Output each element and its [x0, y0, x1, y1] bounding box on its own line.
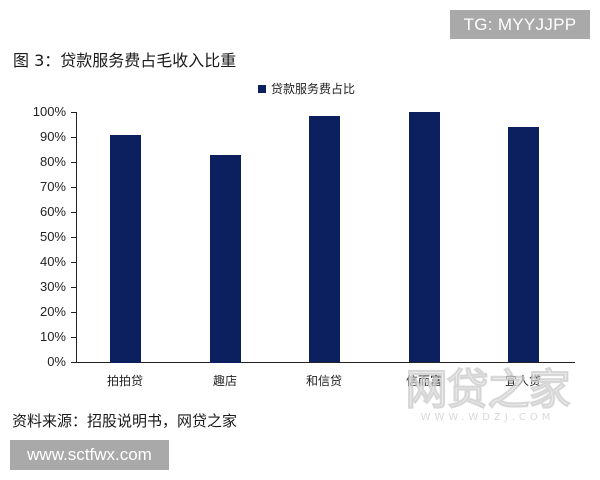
y-tick-label: 60%: [39, 204, 66, 219]
x-axis: [76, 362, 575, 363]
y-tick: [71, 312, 76, 313]
y-tick: [71, 337, 76, 338]
x-category-label: 拍拍贷: [106, 374, 143, 388]
y-tick: [71, 162, 76, 163]
y-tick-label: 90%: [39, 129, 66, 144]
y-tick-label: 100%: [32, 104, 66, 119]
y-tick-label: 50%: [39, 229, 66, 244]
site-watermark-badge: www.sctfwx.com: [10, 440, 169, 470]
x-category-label: 信而富: [405, 374, 442, 388]
bar-3: [409, 112, 440, 362]
y-tick: [71, 237, 76, 238]
bar-1: [210, 155, 241, 363]
legend-swatch-icon: [258, 84, 266, 93]
y-tick: [71, 262, 76, 263]
y-tick: [71, 212, 76, 213]
x-category-label: 趣店: [212, 374, 237, 388]
figure-title: 图 3：贷款服务费占毛收入比重: [13, 51, 237, 70]
bar-0: [110, 135, 141, 363]
chart-legend: 贷款服务费占比: [258, 80, 355, 97]
y-tick-label: 80%: [39, 154, 66, 169]
y-tick: [71, 112, 76, 113]
legend-label: 贷款服务费占比: [271, 82, 356, 96]
y-tick-label: 40%: [39, 254, 66, 269]
y-axis: [76, 112, 77, 363]
x-category-label: 宜人贷: [504, 374, 541, 388]
y-tick: [71, 287, 76, 288]
y-tick-label: 0%: [47, 354, 66, 369]
y-tick: [71, 137, 76, 138]
y-tick: [71, 187, 76, 188]
y-tick: [71, 362, 76, 363]
source-note: 资料来源：招股说明书，网贷之家: [12, 412, 238, 430]
bar-2: [309, 116, 340, 362]
y-tick-label: 20%: [39, 304, 66, 319]
y-tick-label: 10%: [39, 329, 66, 344]
y-tick-label: 70%: [39, 179, 66, 194]
x-category-label: 和信贷: [305, 374, 342, 388]
bar-4: [508, 127, 539, 362]
tg-watermark-badge: TG: MYYJJPP: [450, 10, 590, 39]
y-tick-label: 30%: [39, 279, 66, 294]
